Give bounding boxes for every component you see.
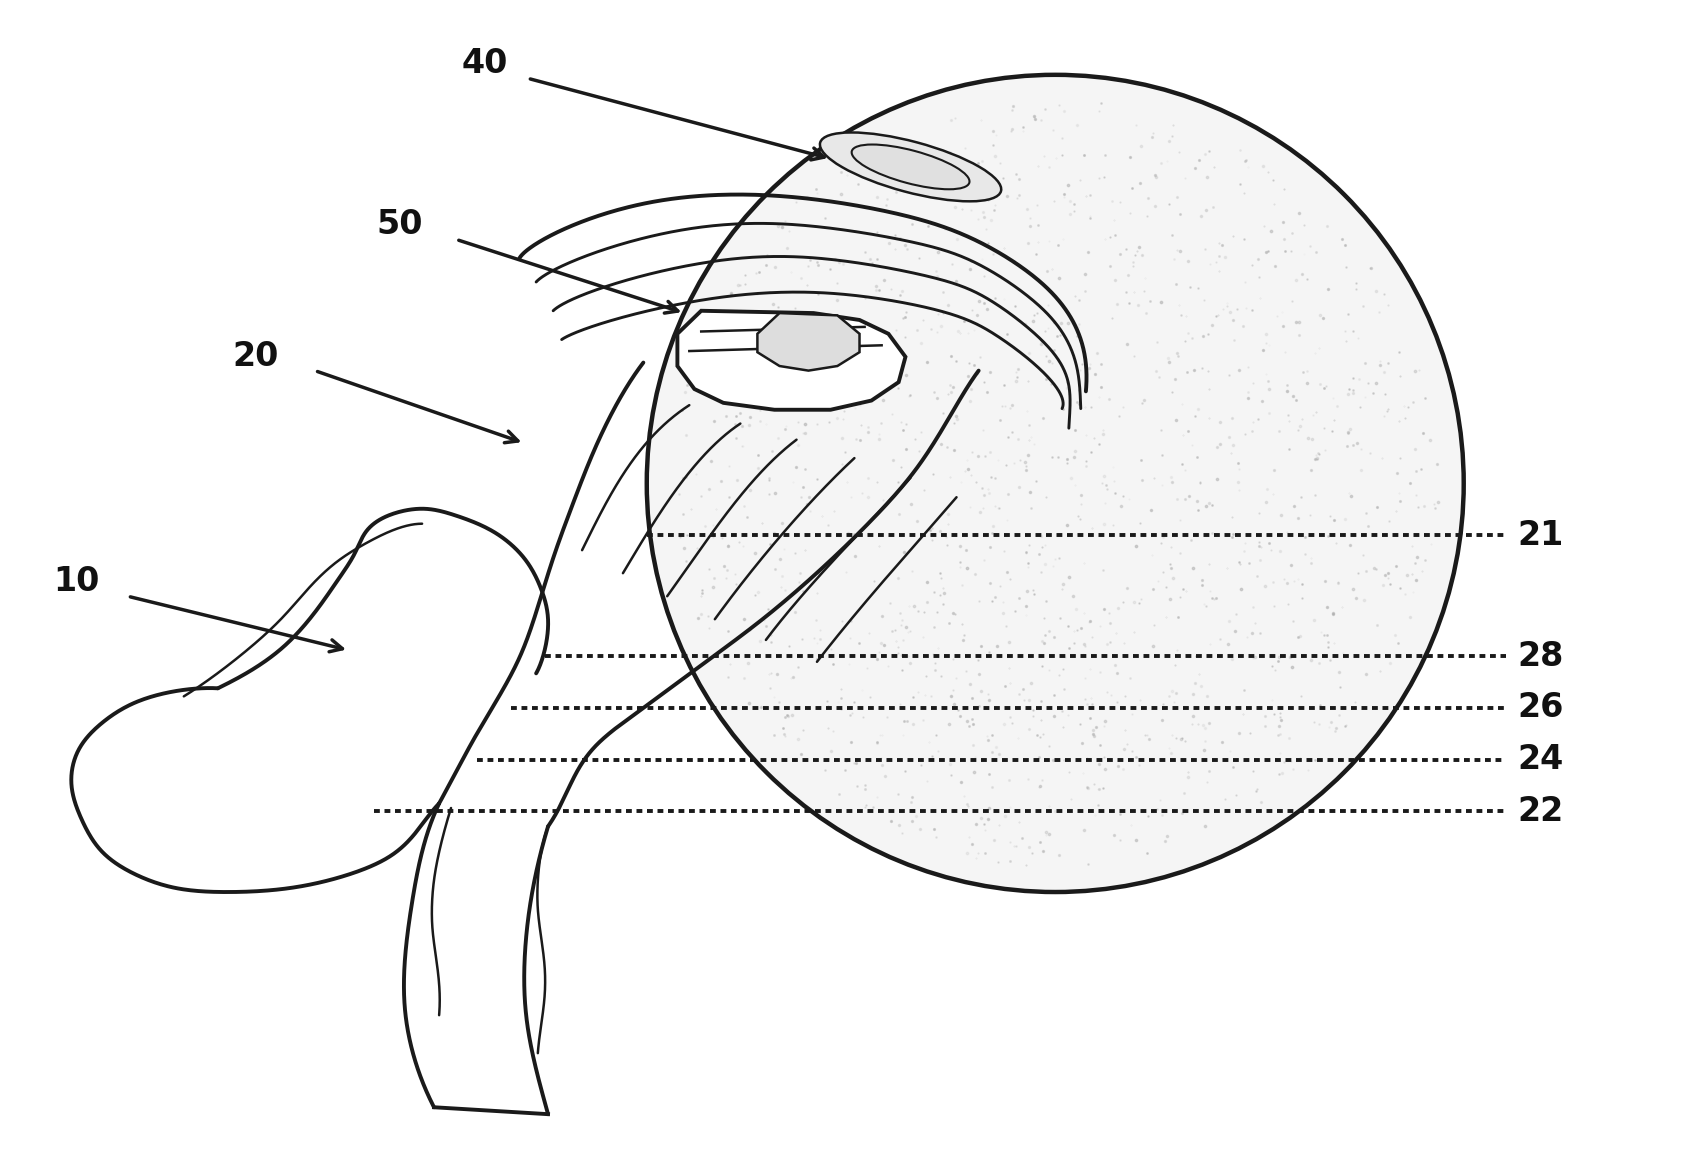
Ellipse shape [647, 75, 1464, 892]
Text: 21: 21 [1516, 519, 1564, 551]
Text: 28: 28 [1516, 640, 1564, 672]
Text: 20: 20 [231, 341, 279, 373]
Polygon shape [757, 313, 860, 371]
Text: 10: 10 [53, 565, 100, 597]
Text: 24: 24 [1516, 744, 1564, 776]
Text: 26: 26 [1516, 692, 1564, 724]
Text: 22: 22 [1516, 795, 1564, 828]
Polygon shape [677, 311, 905, 410]
Text: 50: 50 [376, 208, 424, 241]
Text: 40: 40 [461, 47, 509, 79]
Ellipse shape [851, 145, 970, 189]
Ellipse shape [820, 132, 1001, 201]
